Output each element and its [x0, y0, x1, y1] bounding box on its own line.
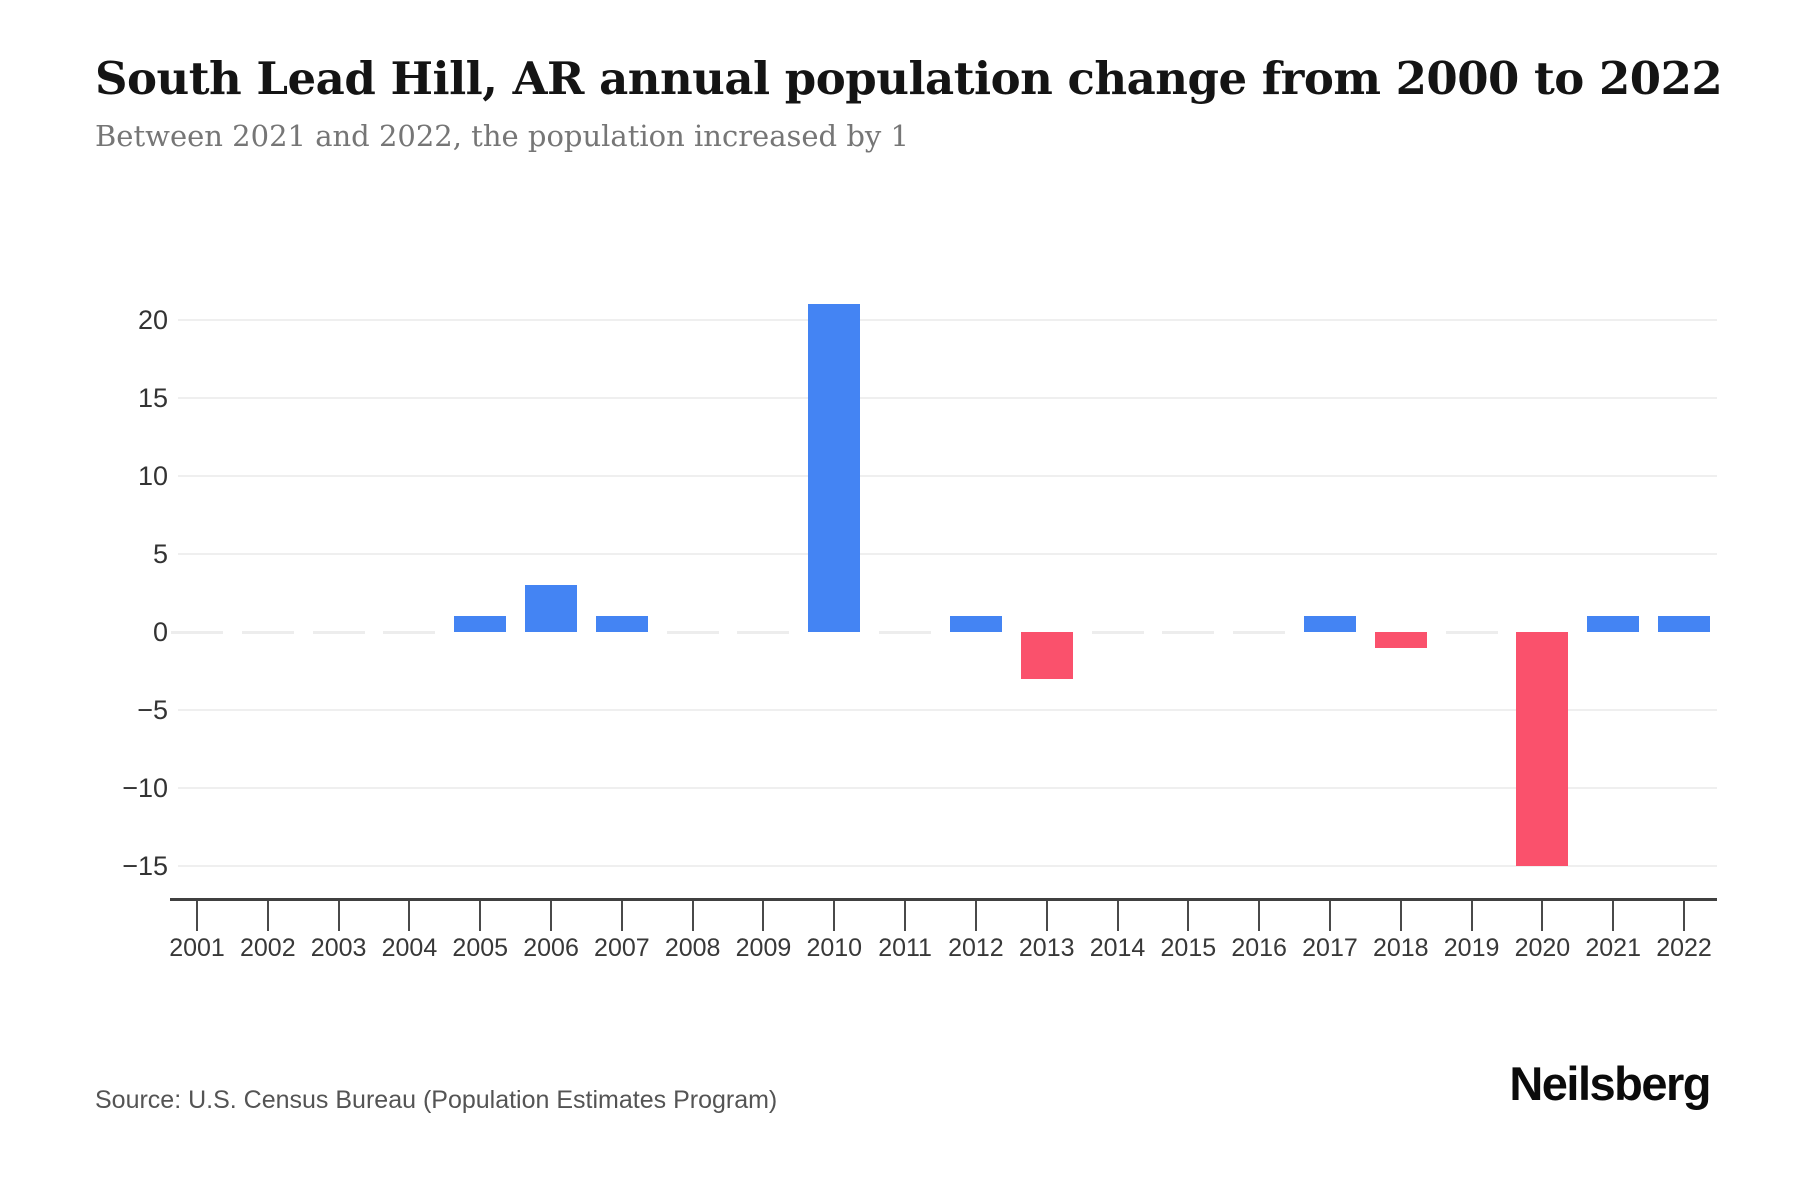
bar-2015[interactable]	[1162, 631, 1215, 634]
x-axis-label: 2013	[1018, 934, 1075, 962]
x-axis-label: 2022	[1656, 934, 1712, 962]
bar-2004[interactable]	[383, 631, 436, 634]
x-axis-label: 2018	[1372, 934, 1429, 962]
x-tick	[196, 901, 198, 931]
x-tick	[1258, 901, 1261, 931]
x-tick	[1541, 901, 1544, 931]
y-axis-label: −5	[137, 695, 168, 725]
y-axis-label: −10	[122, 773, 168, 803]
x-axis-label: 2016	[1231, 934, 1287, 962]
y-axis-label: 5	[152, 539, 168, 569]
y-axis-label: 20	[137, 305, 168, 335]
x-tick	[1045, 901, 1048, 931]
y-axis-label: 10	[137, 461, 168, 491]
x-axis-label: 2021	[1585, 934, 1641, 962]
x-axis-label: 2010	[806, 934, 863, 962]
bar-2010[interactable]	[808, 304, 861, 632]
x-axis-label: 2008	[664, 934, 721, 962]
x-axis-label: 2012	[948, 934, 1004, 962]
bar-2005[interactable]	[454, 616, 507, 632]
bar-2009[interactable]	[737, 631, 790, 634]
x-tick	[1328, 901, 1331, 931]
chart-subtitle: Between 2021 and 2022, the population in…	[95, 119, 909, 153]
bar-2021[interactable]	[1587, 616, 1640, 632]
gridline	[178, 787, 1717, 789]
bar-2013[interactable]	[1020, 632, 1073, 679]
bar-2003[interactable]	[312, 631, 365, 634]
gridline	[178, 865, 1717, 867]
x-tick	[550, 901, 553, 931]
x-tick	[833, 901, 836, 931]
x-tick	[408, 901, 411, 931]
x-axis-label: 2011	[878, 934, 932, 962]
bar-2011[interactable]	[879, 631, 932, 634]
x-axis-label: 2014	[1089, 934, 1146, 962]
x-tick	[1470, 901, 1473, 931]
x-tick	[1399, 901, 1402, 931]
x-tick	[974, 901, 977, 931]
y-axis-label: 15	[137, 383, 168, 413]
bar-2020[interactable]	[1516, 632, 1569, 866]
x-axis-label: 2020	[1514, 934, 1571, 962]
x-tick	[1612, 901, 1615, 931]
x-axis-label: 2009	[735, 934, 792, 962]
x-tick	[1187, 901, 1190, 931]
x-tick	[1683, 901, 1685, 931]
x-tick	[691, 901, 694, 931]
x-axis-label: 2007	[594, 934, 650, 962]
y-axis-label: 0	[152, 617, 168, 647]
x-axis-label: 2003	[310, 934, 367, 962]
bar-2007[interactable]	[595, 616, 648, 632]
y-axis-label: −15	[122, 851, 168, 881]
bar-2006[interactable]	[525, 585, 578, 632]
x-axis-label: 2006	[523, 934, 579, 962]
bar-2018[interactable]	[1374, 632, 1427, 648]
x-tick	[266, 901, 269, 931]
x-tick	[1116, 901, 1119, 931]
bar-2008[interactable]	[666, 631, 719, 634]
x-axis-label: 2015	[1160, 934, 1217, 962]
gridline	[178, 397, 1717, 399]
chart-title: South Lead Hill, AR annual population ch…	[95, 52, 1723, 105]
x-axis-label: 2002	[239, 934, 296, 962]
x-axis-label: 2005	[452, 934, 509, 962]
gridline	[178, 553, 1717, 555]
x-axis-label: 2001	[169, 934, 225, 962]
gridline	[178, 319, 1717, 321]
x-tick	[904, 901, 907, 931]
bar-2017[interactable]	[1303, 616, 1356, 632]
bar-2019[interactable]	[1445, 631, 1498, 634]
bar-2012[interactable]	[949, 616, 1002, 632]
gridline	[178, 475, 1717, 477]
bar-2001[interactable]	[171, 631, 223, 634]
bar-2016[interactable]	[1233, 631, 1286, 634]
x-tick	[762, 901, 765, 931]
x-axis-line	[170, 898, 1717, 901]
bar-2014[interactable]	[1091, 631, 1144, 634]
x-tick	[479, 901, 482, 931]
x-tick	[337, 901, 340, 931]
gridline	[178, 709, 1717, 711]
neilsberg-logo: Neilsberg	[1509, 1057, 1711, 1110]
bar-2002[interactable]	[241, 631, 294, 634]
x-axis-label: 2019	[1443, 934, 1500, 962]
source-note: Source: U.S. Census Bureau (Population E…	[95, 1086, 778, 1114]
bar-2022[interactable]	[1658, 616, 1710, 632]
x-axis-label: 2017	[1302, 934, 1358, 962]
x-axis-label: 2004	[381, 934, 438, 962]
x-tick	[620, 901, 623, 931]
